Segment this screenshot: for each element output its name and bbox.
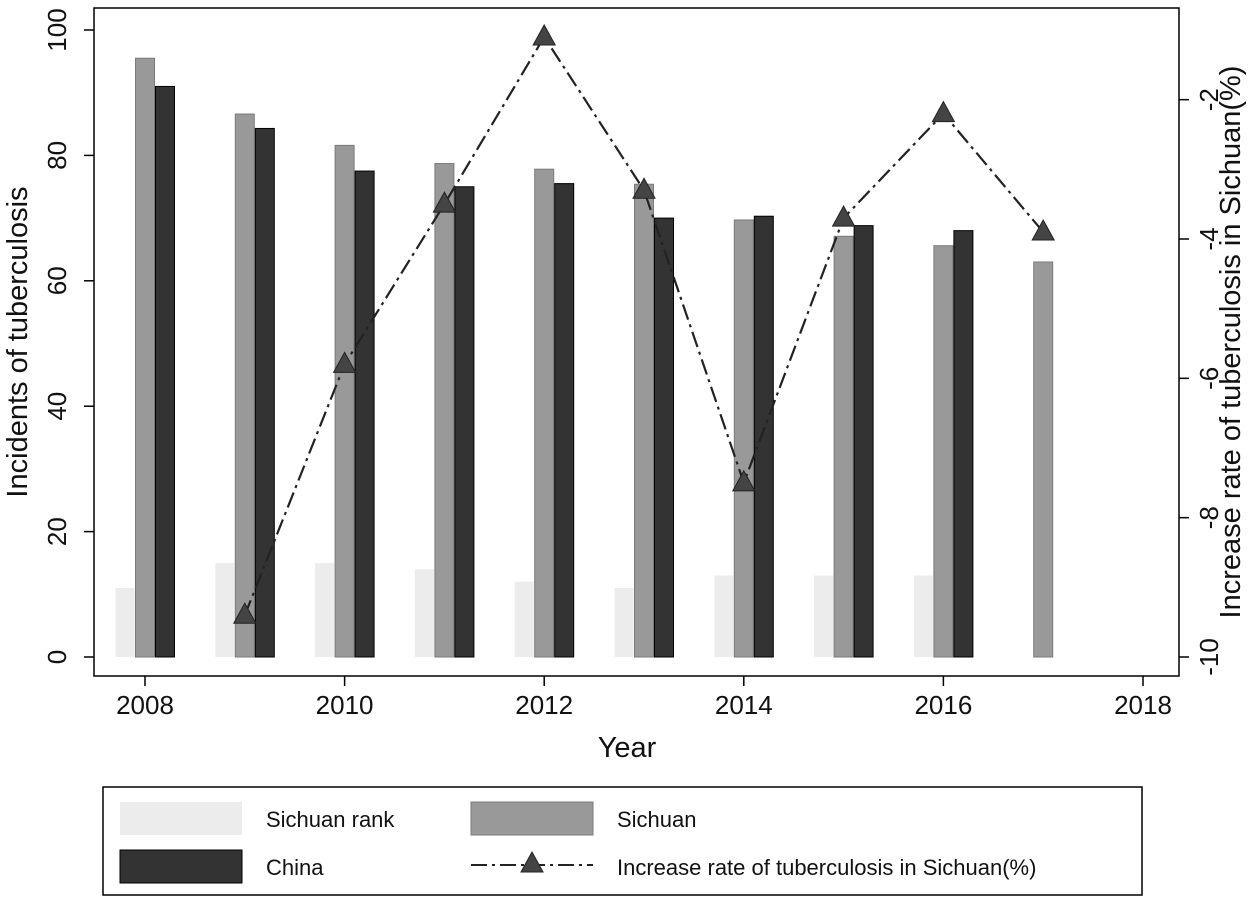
bar-sichuan-rank-2010 bbox=[315, 562, 335, 657]
bar-sichuan-2013 bbox=[634, 183, 654, 658]
y-tick-label-80: 80 bbox=[42, 141, 72, 170]
y-tick-label-100: 100 bbox=[42, 8, 72, 51]
bar-sichuan-rank-2012 bbox=[514, 581, 534, 657]
bar-sichuan-rank-2016 bbox=[913, 575, 933, 657]
x-tick-label-2008: 2008 bbox=[116, 690, 174, 720]
bar-china-2009 bbox=[254, 127, 275, 658]
bar-sichuan-2010 bbox=[334, 144, 355, 658]
legend-label-sichuan-rank: Sichuan rank bbox=[266, 807, 395, 832]
bar-sichuan-2015 bbox=[833, 235, 854, 658]
bar-sichuan-2012 bbox=[534, 168, 555, 658]
y2-tick-label--8: -8 bbox=[1194, 506, 1224, 529]
y-tick-label-20: 20 bbox=[42, 517, 72, 546]
rate-marker-2009 bbox=[232, 602, 257, 624]
legend-triangle-marker bbox=[520, 850, 544, 873]
x-tick-label-2010: 2010 bbox=[316, 690, 374, 720]
bar-china-2016 bbox=[953, 230, 974, 658]
y2-tick-label--4: -4 bbox=[1194, 227, 1224, 250]
bar-sichuan-2011 bbox=[434, 163, 455, 658]
bar-sichuan-2014 bbox=[733, 219, 754, 658]
bar-sichuan-2017 bbox=[1033, 261, 1054, 658]
y-axis-title: Incidents of tuberculosis bbox=[2, 186, 34, 497]
rate-marker-2014 bbox=[731, 469, 756, 492]
bar-sichuan-rank-2009 bbox=[215, 562, 235, 657]
bar-sichuan-2009 bbox=[234, 113, 255, 658]
bar-china-2014 bbox=[753, 215, 774, 658]
y-tick-label-60: 60 bbox=[42, 266, 72, 295]
legend: Sichuan rank Sichuan China Increase rate… bbox=[102, 786, 1143, 896]
bar-china-2011 bbox=[454, 186, 475, 658]
legend-label-sichuan: Sichuan bbox=[617, 807, 697, 832]
rate-marker-2015 bbox=[831, 205, 856, 227]
bar-sichuan-2008 bbox=[135, 57, 155, 658]
rate-line bbox=[243, 34, 1045, 616]
y2-axis-title: Increase rate of tuberculosis in Sichuan… bbox=[1215, 66, 1247, 619]
rate-marker-2011 bbox=[432, 191, 457, 213]
rate-marker-2012 bbox=[532, 23, 557, 46]
y2-tick-label--2: -2 bbox=[1194, 88, 1224, 111]
y-tick-label-0: 0 bbox=[42, 650, 72, 664]
bar-china-2013 bbox=[654, 217, 674, 658]
bars-layer bbox=[115, 57, 1054, 658]
bar-china-2015 bbox=[853, 225, 874, 658]
legend-swatch-sichuan bbox=[470, 801, 594, 836]
x-tick-label-2018: 2018 bbox=[1114, 690, 1172, 720]
y2-tick-label--6: -6 bbox=[1194, 367, 1224, 390]
rate-marker-2016 bbox=[931, 100, 956, 123]
bar-sichuan-rank-2013 bbox=[614, 588, 634, 657]
bar-china-2012 bbox=[554, 183, 575, 658]
legend-frame bbox=[102, 786, 1143, 896]
y2-tick-label--10: -10 bbox=[1194, 638, 1224, 676]
legend-label-rate: Increase rate of tuberculosis in Sichuan… bbox=[617, 855, 1036, 880]
legend-label-china: China bbox=[266, 855, 324, 880]
x-axis-title: Year bbox=[598, 732, 657, 764]
bar-china-2010 bbox=[354, 170, 375, 658]
legend-swatch-sichuan-rank bbox=[120, 802, 242, 835]
bar-sichuan-rank-2015 bbox=[814, 575, 834, 657]
bar-sichuan-rank-2008 bbox=[115, 588, 135, 657]
x-tick-label-2016: 2016 bbox=[914, 690, 972, 720]
y-tick-label-40: 40 bbox=[42, 392, 72, 421]
rate-marker-2017 bbox=[1031, 218, 1056, 241]
plot-area bbox=[93, 7, 1180, 677]
x-tick-label-2014: 2014 bbox=[715, 690, 773, 720]
x-tick-label-2012: 2012 bbox=[515, 690, 573, 720]
bar-china-2008 bbox=[155, 85, 175, 658]
bar-sichuan-2016 bbox=[933, 245, 954, 658]
rate-marker-2013 bbox=[632, 177, 656, 199]
rate-marker-2010 bbox=[332, 351, 357, 373]
bar-sichuan-rank-2014 bbox=[714, 575, 734, 657]
legend-swatch-china bbox=[119, 849, 243, 884]
rate-line-layer bbox=[232, 23, 1056, 624]
bar-sichuan-rank-2011 bbox=[414, 569, 434, 657]
axes-layer: 0 20 40 60 80 100 -10 -8 -6 -4 -2 2008 2010 2012 2014 2… bbox=[42, 8, 1224, 720]
